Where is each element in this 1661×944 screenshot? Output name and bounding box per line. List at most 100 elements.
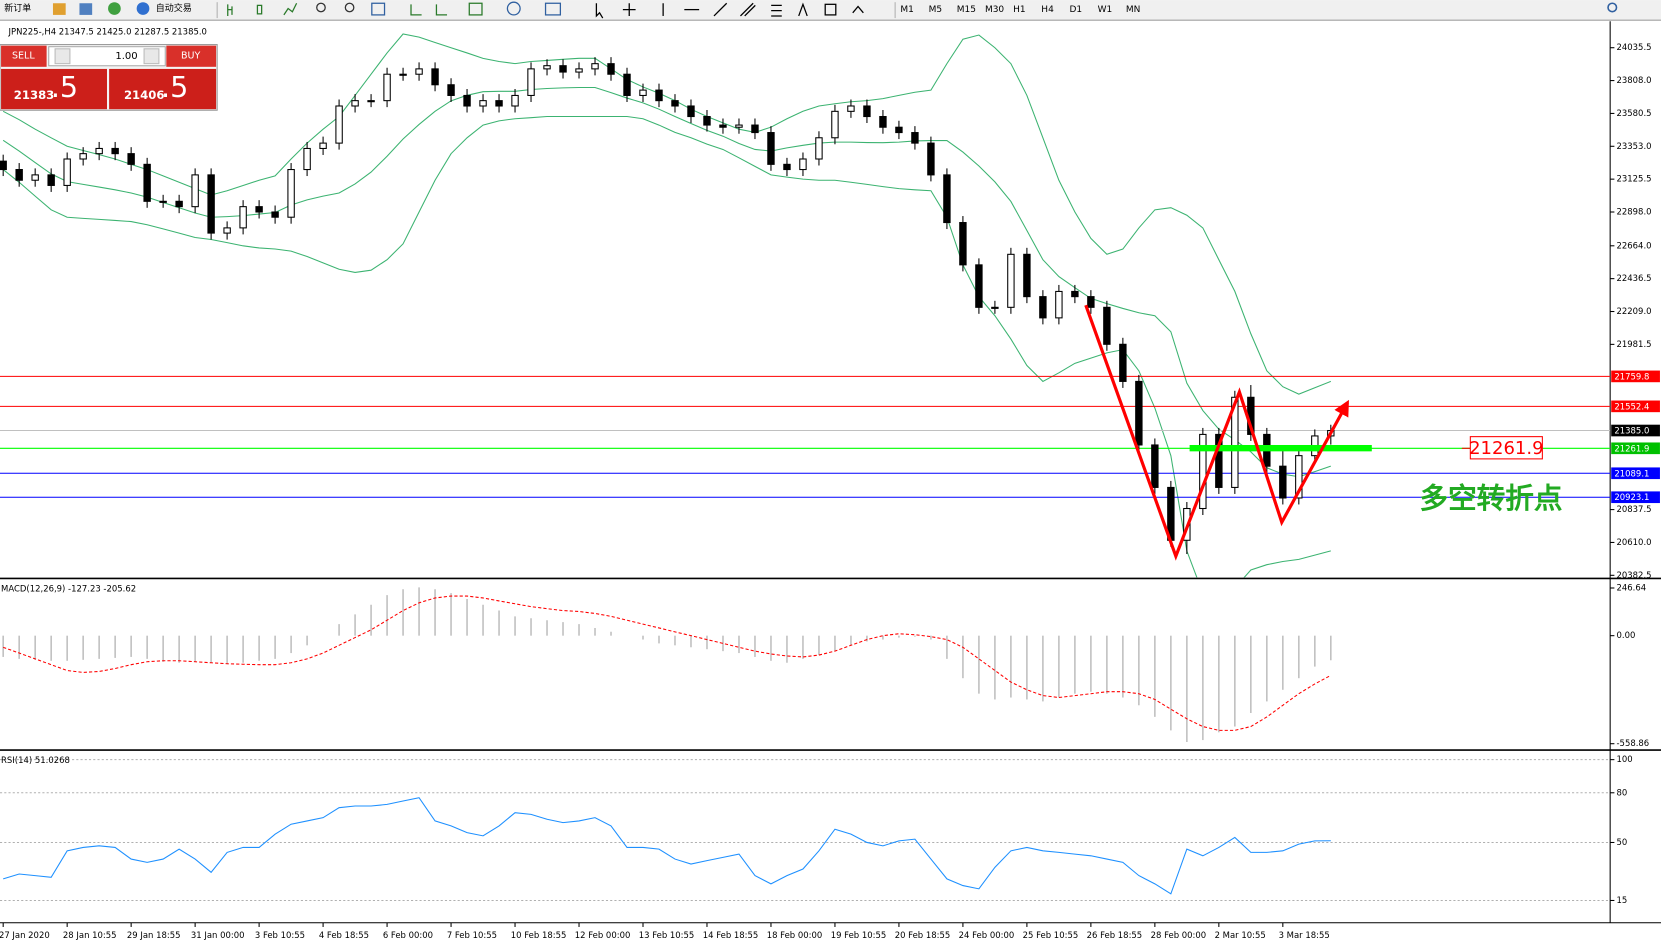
period-button[interactable]: M30 <box>985 5 1004 15</box>
zoom-in[interactable] <box>316 2 326 13</box>
label-tool[interactable] <box>824 3 837 16</box>
candle-body <box>255 206 263 213</box>
period-button[interactable]: H4 <box>1041 5 1054 15</box>
chart-shift[interactable] <box>435 4 448 16</box>
auto-trading-button[interactable]: 自动交易 <box>156 2 192 14</box>
candle-tool[interactable] <box>256 4 263 15</box>
x-tick-label: 28 Jan 10:55 <box>63 930 117 940</box>
candle-body <box>543 65 551 70</box>
candle-body <box>1231 396 1239 488</box>
candle-body <box>15 169 23 181</box>
bid-box[interactable] <box>1 68 107 110</box>
candle-body <box>335 105 343 144</box>
x-tick-label: 2 Mar 10:55 <box>1215 930 1266 940</box>
candle-body <box>687 105 695 118</box>
tile-windows[interactable] <box>371 2 386 16</box>
candle-body <box>271 211 279 218</box>
panel-rsi <box>0 759 1611 902</box>
candle-body <box>399 73 407 76</box>
channel[interactable] <box>740 2 756 17</box>
period-button[interactable]: MN <box>1126 5 1140 15</box>
autoscroll[interactable] <box>410 4 422 16</box>
crosshair[interactable] <box>622 3 636 16</box>
y-tick-label: 80 <box>1617 787 1628 797</box>
volume-value: 1.00 <box>115 51 137 62</box>
x-tick-label: 13 Feb 10:55 <box>639 930 695 940</box>
y-tick-label: 23125.5 <box>1617 174 1652 184</box>
price-level-tag <box>1611 442 1660 455</box>
buy-button[interactable] <box>166 45 217 67</box>
candle-body <box>207 174 215 234</box>
price-level-label: 21385.0 <box>1614 426 1649 436</box>
sell-label: SELL <box>12 51 35 62</box>
period-button[interactable]: M1 <box>900 5 914 15</box>
y-tick-label: 246.64 <box>1617 582 1647 592</box>
volume-input[interactable] <box>48 46 166 67</box>
fibonacci[interactable] <box>771 4 782 17</box>
candle-body <box>1103 306 1111 345</box>
period-button[interactable]: W1 <box>1098 5 1113 15</box>
y-tick-label: 23808.0 <box>1617 75 1652 85</box>
x-tick-label: 7 Feb 10:55 <box>447 930 497 940</box>
bollinger-upper <box>2 33 1332 395</box>
trend-line[interactable] <box>713 2 728 17</box>
search-icon[interactable] <box>1607 2 1618 13</box>
period-button[interactable]: M5 <box>929 5 943 15</box>
volume-down[interactable] <box>54 48 71 65</box>
candle-body <box>239 206 247 229</box>
y-tick-label: 22436.5 <box>1617 273 1652 283</box>
candle-body <box>831 110 839 139</box>
y-tick-label: 21981.5 <box>1617 339 1652 349</box>
cursor[interactable] <box>595 3 604 19</box>
x-tick-label: 4 Feb 18:55 <box>319 930 369 940</box>
arrows-tool[interactable] <box>852 5 864 14</box>
sell-button[interactable] <box>1 45 47 67</box>
candle-body <box>1135 380 1143 446</box>
buy-label: BUY <box>181 51 200 62</box>
candle-body <box>287 169 295 218</box>
candle-body <box>1039 296 1047 319</box>
indicators[interactable] <box>468 2 483 16</box>
toolbar-icon[interactable] <box>79 3 93 15</box>
x-tick-label: 31 Jan 00:00 <box>191 930 245 940</box>
price-level-tag <box>1611 467 1660 480</box>
y-tick-label: 20382.5 <box>1617 570 1652 580</box>
period-button[interactable]: H1 <box>1013 5 1025 15</box>
x-tick-label: 12 Feb 00:00 <box>575 930 631 940</box>
period-button[interactable]: M15 <box>957 5 976 15</box>
line-tool[interactable] <box>283 2 298 16</box>
auto-trading-icon[interactable] <box>136 2 150 15</box>
toolbar-icon[interactable] <box>52 3 66 15</box>
candle-body <box>719 124 727 128</box>
candle-body <box>639 89 647 96</box>
period-buttons: M1 M5 M15 M30 H1 H4 D1 W1 MN <box>900 5 1140 15</box>
price-level-tag <box>1611 370 1660 383</box>
panel-macd <box>2 587 1332 742</box>
panel-title: JPN225-,H4 21347.5 21425.0 21287.5 21385… <box>7 26 206 36</box>
text-tool[interactable] <box>798 2 808 17</box>
periods[interactable] <box>506 1 521 16</box>
new-order-button[interactable]: 新订单 <box>4 2 31 14</box>
templates[interactable] <box>544 2 562 16</box>
y-tick-label: 50 <box>1617 837 1628 847</box>
ask-box[interactable] <box>109 68 217 110</box>
toolbar-tools <box>227 1 864 19</box>
candle-body <box>415 68 423 75</box>
candle-body <box>351 100 359 107</box>
candle-body <box>559 65 567 73</box>
x-tick-label: 18 Feb 00:00 <box>767 930 823 940</box>
bar-chart-tool[interactable] <box>227 4 233 16</box>
period-button[interactable]: D1 <box>1069 5 1082 15</box>
zoom-out[interactable] <box>344 2 355 13</box>
candle-body <box>767 132 775 165</box>
volume-up[interactable] <box>143 48 160 65</box>
candle-body <box>591 63 599 70</box>
candle-body <box>191 174 199 208</box>
candle-body <box>671 100 679 107</box>
price-level-label: 21552.4 <box>1614 401 1649 411</box>
candle-body <box>127 153 135 165</box>
candle-body <box>223 227 231 234</box>
toolbar-icon[interactable] <box>108 2 121 15</box>
candle-body <box>655 89 663 102</box>
candle-body <box>959 222 967 266</box>
